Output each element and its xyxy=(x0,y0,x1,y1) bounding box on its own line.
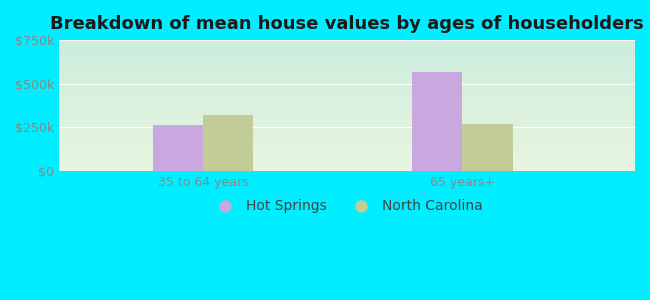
Bar xyxy=(462,124,513,171)
Title: Breakdown of mean house values by ages of householders: Breakdown of mean house values by ages o… xyxy=(50,15,644,33)
Bar xyxy=(203,115,254,171)
Bar xyxy=(412,71,462,171)
Bar xyxy=(153,125,203,171)
Legend: Hot Springs, North Carolina: Hot Springs, North Carolina xyxy=(205,194,489,219)
